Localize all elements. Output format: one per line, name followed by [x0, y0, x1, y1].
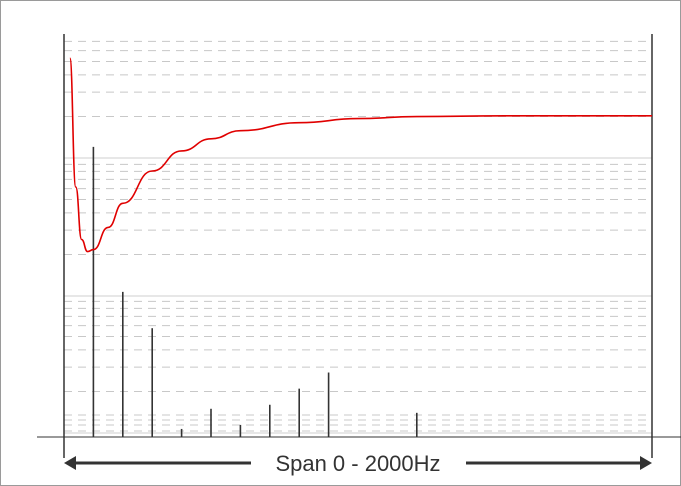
- harmonic-stems: [92, 146, 418, 437]
- span-label: Span 0 - 2000Hz: [275, 451, 440, 476]
- response-curve: [69, 57, 652, 253]
- grid-lines: [64, 40, 652, 434]
- span-arrow-left-head: [64, 456, 76, 470]
- span-indicator: Span 0 - 2000Hz: [64, 451, 652, 476]
- span-arrow-right-head: [640, 456, 652, 470]
- axes: [37, 34, 681, 458]
